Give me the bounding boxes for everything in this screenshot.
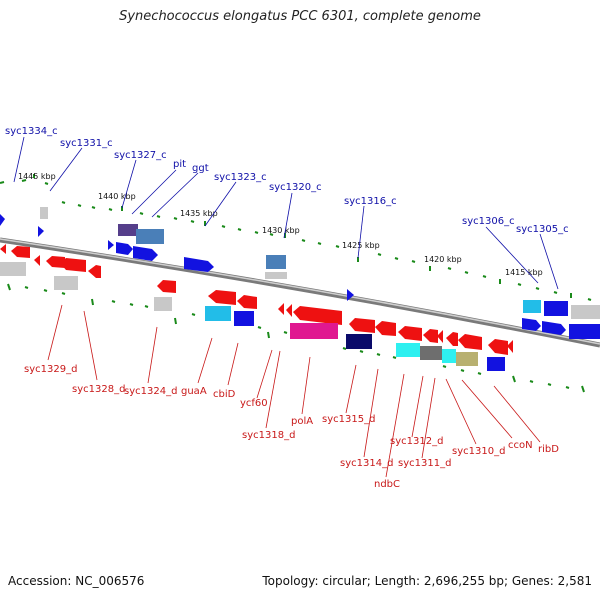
gene-label-syc1312_d[interactable]: syc1312_d [390, 436, 443, 447]
gene-box-blue[interactable] [569, 324, 600, 339]
gene-arrow-reverse[interactable] [286, 304, 292, 317]
gene-arrow-reverse[interactable] [11, 246, 30, 258]
gene-label-ndbC[interactable]: ndbC [374, 479, 400, 490]
gene-box-cyan[interactable] [442, 349, 456, 363]
gene-label-pit[interactable]: pit [173, 159, 186, 170]
gene-label-syc1311_d[interactable]: syc1311_d [398, 458, 451, 469]
gene-arrow-forward[interactable] [133, 246, 158, 261]
gene-box-steel[interactable] [266, 255, 286, 269]
kbp-label-1420: 1420 kbp [424, 255, 462, 264]
reverse-genes [0, 244, 513, 371]
gene-box-cyan[interactable] [396, 343, 420, 357]
kbp-label-1430: 1430 kbp [262, 226, 300, 235]
gene-box-cyan[interactable] [523, 300, 541, 313]
gene-label-syc1331_c[interactable]: syc1331_c [60, 138, 113, 149]
gene-box-purple[interactable] [118, 224, 138, 236]
gene-label-syc1315_d[interactable]: syc1315_d [322, 414, 375, 425]
gene-arrow-reverse[interactable] [437, 330, 443, 343]
gene-arrow-forward[interactable] [108, 240, 114, 250]
gene-label-syc1324_d[interactable]: syc1324_d [124, 386, 177, 397]
gene-label-syc1334_c[interactable]: syc1334_c [5, 126, 58, 137]
gene-label-syc1320_c[interactable]: syc1320_c [269, 182, 322, 193]
gene-box-khaki[interactable] [456, 352, 478, 366]
outer-tick-track [0, 174, 592, 301]
gene-arrow-reverse[interactable] [88, 265, 101, 278]
gene-label-syc1306_c[interactable]: syc1306_c [462, 216, 515, 227]
gene-arrow-reverse[interactable] [278, 303, 284, 315]
gene-arrow-reverse[interactable] [208, 290, 236, 305]
gene-label-guaA[interactable]: guaA [181, 386, 207, 397]
gene-arrow-reverse[interactable] [0, 244, 6, 254]
gene-box-pseudo[interactable] [0, 262, 26, 276]
gene-arrow-forward[interactable] [38, 226, 44, 237]
kbp-label-1435: 1435 kbp [180, 209, 218, 218]
gene-box-steel[interactable] [136, 229, 164, 244]
gene-label-ribD[interactable]: ribD [538, 444, 559, 455]
gene-label-ggt[interactable]: ggt [192, 163, 209, 174]
gene-box-blue[interactable] [234, 311, 254, 326]
gene-label-polA[interactable]: polA [291, 416, 313, 427]
gene-arrow-forward[interactable] [542, 321, 566, 335]
gene-arrow-reverse[interactable] [446, 332, 458, 346]
gene-box-pseudo[interactable] [265, 272, 287, 279]
gene-label-cbiD[interactable]: cbiD [213, 389, 236, 400]
gene-arrow-reverse[interactable] [46, 256, 65, 268]
gene-arrow-reverse[interactable] [349, 318, 375, 333]
genome-backbone [0, 237, 600, 348]
gene-label-syc1310_d[interactable]: syc1310_d [452, 446, 505, 457]
gene-arrow-reverse[interactable] [34, 255, 40, 266]
gene-arrow-reverse[interactable] [375, 321, 396, 336]
gene-arrow-forward[interactable] [116, 242, 133, 255]
gene-label-ycf60[interactable]: ycf60 [240, 398, 268, 409]
gene-label-syc1316_c[interactable]: syc1316_c [344, 196, 397, 207]
accession-label: Accession: NC_006576 [8, 574, 145, 588]
forward-label-leaders [13, 136, 559, 290]
kbp-label-1440: 1440 kbp [98, 192, 136, 201]
gene-arrow-reverse[interactable] [237, 295, 257, 309]
kbp-label-1415: 1415 kbp [505, 268, 543, 277]
inner-tick-track [7, 283, 585, 393]
gene-label-syc1323_c[interactable]: syc1323_c [214, 172, 267, 183]
gene-box-magenta[interactable] [290, 323, 338, 339]
gene-box-gray[interactable] [420, 346, 442, 360]
gene-label-syc1314_d[interactable]: syc1314_d [340, 458, 393, 469]
gene-box-pseudo[interactable] [40, 207, 48, 219]
gene-arrow-forward[interactable] [347, 289, 354, 301]
gene-box-blue[interactable] [544, 301, 568, 316]
gene-box-blue[interactable] [487, 357, 505, 371]
gene-arrow-forward[interactable] [184, 257, 214, 272]
gene-arrow-forward[interactable] [522, 318, 541, 331]
gene-box-pseudo[interactable] [54, 276, 78, 290]
kbp-label-1445: 1445 kbp [18, 172, 56, 181]
gene-arrow-forward[interactable] [0, 214, 5, 226]
topology-label: Topology: circular; Length: 2,696,255 bp… [262, 574, 592, 588]
gene-label-syc1329_d[interactable]: syc1329_d [24, 364, 77, 375]
reverse-label-leaders [47, 304, 541, 478]
gene-arrow-reverse[interactable] [458, 334, 482, 350]
gene-box-pseudo[interactable] [154, 297, 172, 311]
gene-arrow-reverse[interactable] [398, 326, 422, 341]
gene-label-syc1327_c[interactable]: syc1327_c [114, 150, 167, 161]
gene-box-pseudo[interactable] [571, 305, 600, 319]
forward-genes [0, 207, 600, 339]
gene-label-syc1305_c[interactable]: syc1305_c [516, 224, 569, 235]
gene-label-syc1318_d[interactable]: syc1318_d [242, 430, 295, 441]
gene-arrow-reverse[interactable] [423, 329, 438, 343]
kbp-label-1425: 1425 kbp [342, 241, 380, 250]
gene-arrow-reverse[interactable] [293, 306, 342, 325]
gene-box-cyan[interactable] [205, 306, 231, 321]
gene-arrow-reverse[interactable] [157, 280, 176, 293]
gene-label-syc1328_d[interactable]: syc1328_d [72, 384, 125, 395]
gene-arrow-reverse[interactable] [488, 339, 508, 355]
gene-box-navy[interactable] [346, 334, 372, 349]
gene-label-ccoN[interactable]: ccoN [508, 440, 533, 451]
gene-arrow-reverse[interactable] [60, 258, 86, 272]
gene-arrow-reverse[interactable] [507, 340, 513, 353]
map-title: Synechococcus elongatus PCC 6301, comple… [119, 9, 481, 24]
